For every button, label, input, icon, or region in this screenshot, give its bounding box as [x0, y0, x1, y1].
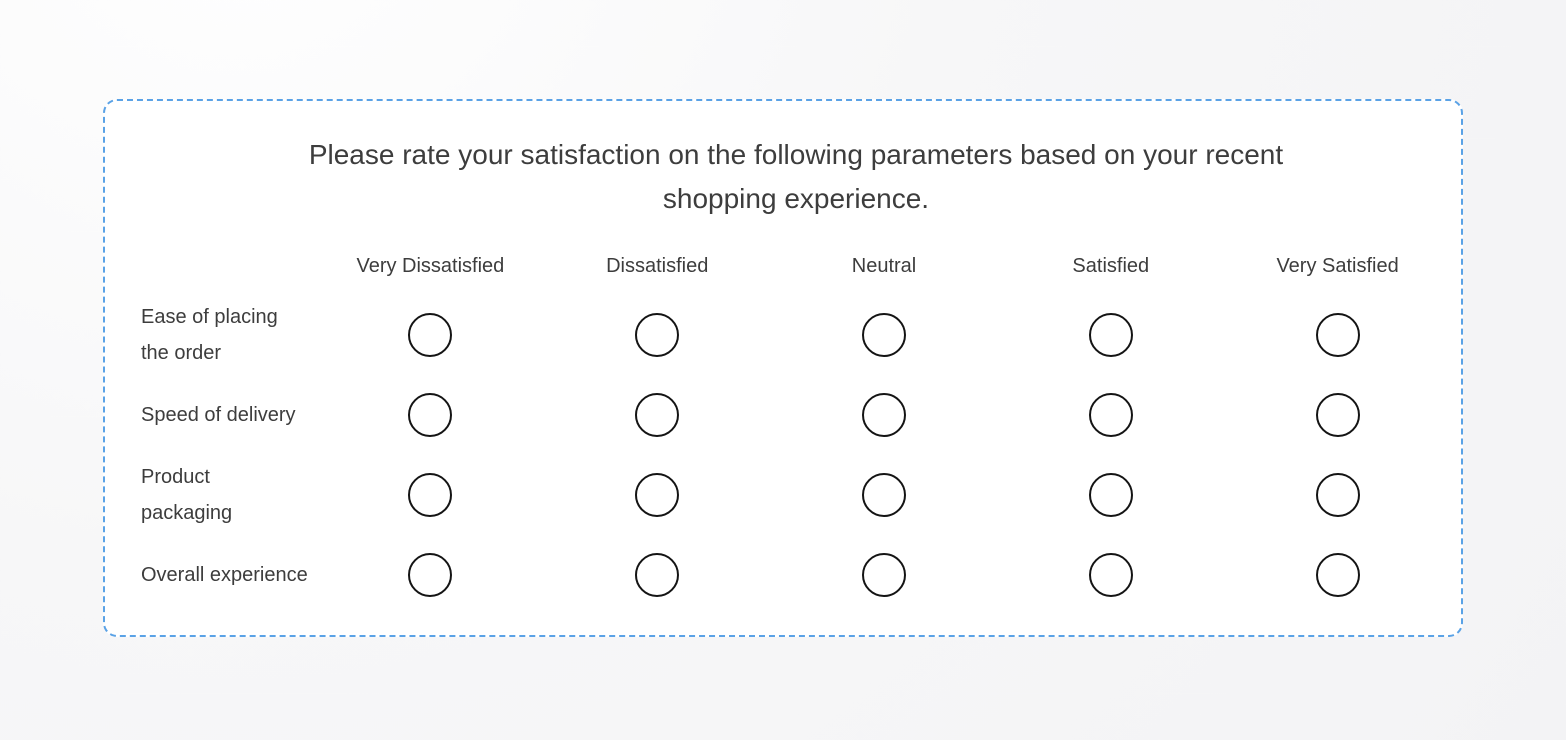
radio-row3-col2[interactable]	[861, 553, 906, 597]
radio-cell	[997, 375, 1224, 455]
radio-cell	[771, 295, 998, 375]
row-label-speed-of-delivery: Speed of delivery	[141, 404, 296, 426]
radio-cell	[771, 455, 998, 535]
radio-row1-col2[interactable]	[861, 393, 906, 437]
radio-cell	[317, 295, 544, 375]
column-header-satisfied: Satisfied	[1072, 254, 1150, 277]
radio-cell	[771, 535, 998, 615]
column-header-dissatisfied: Dissatisfied	[606, 254, 709, 277]
radio-row3-col0[interactable]	[408, 553, 453, 597]
radio-row1-col4[interactable]	[1315, 393, 1360, 437]
radio-row2-col2[interactable]	[861, 473, 906, 517]
question-title: Please rate your satisfaction on the fol…	[308, 139, 1284, 214]
radio-cell	[997, 455, 1224, 535]
row-label-ease-of-placing-the-order: Ease of placing the order	[141, 306, 278, 364]
radio-cell	[544, 295, 771, 375]
row-label-product-packaging: Product packaging	[141, 466, 233, 524]
radio-cell	[544, 375, 771, 455]
radio-cell	[771, 375, 998, 455]
radio-row0-col1[interactable]	[635, 313, 680, 357]
radio-cell	[1224, 295, 1451, 375]
radio-row3-col1[interactable]	[635, 553, 680, 597]
radio-row2-col4[interactable]	[1315, 473, 1360, 517]
radio-row1-col3[interactable]	[1088, 393, 1133, 437]
column-header-very-satisfied: Very Satisfied	[1276, 254, 1399, 277]
radio-cell	[317, 535, 544, 615]
radio-row2-col3[interactable]	[1088, 473, 1133, 517]
radio-row0-col4[interactable]	[1315, 313, 1360, 357]
radio-cell	[544, 535, 771, 615]
radio-row2-col1[interactable]	[635, 473, 680, 517]
survey-question-panel: Please rate your satisfaction on the fol…	[103, 99, 1463, 637]
radio-cell	[997, 295, 1224, 375]
radio-cell	[317, 455, 544, 535]
radio-row2-col0[interactable]	[408, 473, 453, 517]
rating-matrix: Very Dissatisfied Dissatisfied Neutral S…	[141, 237, 1451, 615]
column-header-very-dissatisfied: Very Dissatisfied	[356, 254, 505, 277]
radio-row3-col3[interactable]	[1088, 553, 1133, 597]
radio-row0-col3[interactable]	[1088, 313, 1133, 357]
radio-cell	[997, 535, 1224, 615]
radio-row1-col0[interactable]	[408, 393, 453, 437]
radio-cell	[1224, 375, 1451, 455]
radio-row1-col1[interactable]	[635, 393, 680, 437]
radio-cell	[544, 455, 771, 535]
radio-cell	[1224, 535, 1451, 615]
radio-row0-col2[interactable]	[861, 313, 906, 357]
radio-cell	[317, 375, 544, 455]
radio-row0-col0[interactable]	[408, 313, 453, 357]
radio-cell	[1224, 455, 1451, 535]
column-header-neutral: Neutral	[851, 254, 917, 277]
radio-row3-col4[interactable]	[1315, 553, 1360, 597]
row-label-overall-experience: Overall experience	[141, 564, 308, 586]
corner-spacer	[141, 237, 317, 295]
